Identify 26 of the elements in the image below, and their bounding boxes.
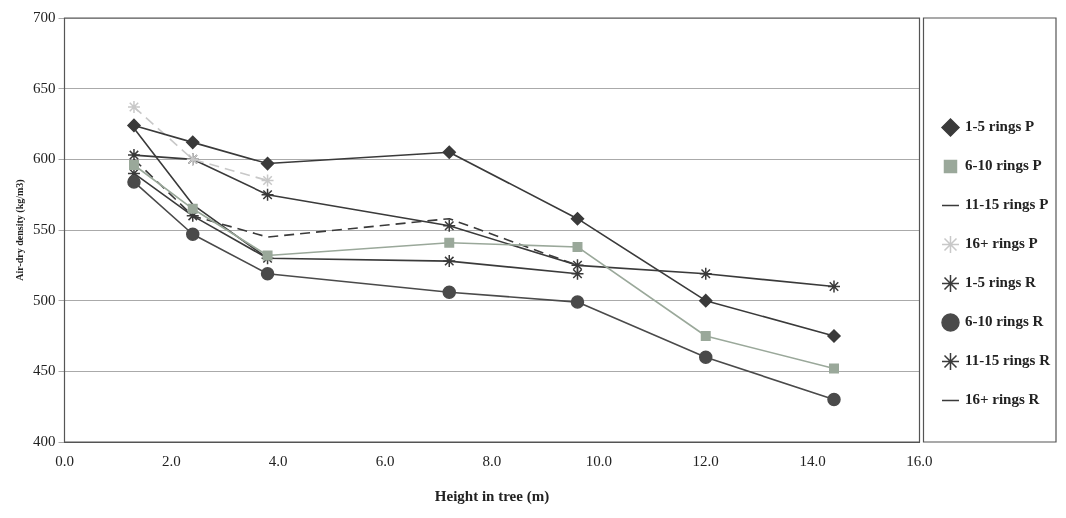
legend-label: 11-15 rings P — [965, 196, 1049, 213]
y-tick-label: 600 — [33, 150, 56, 167]
legend-label: 16+ rings R — [965, 391, 1040, 408]
y-tick-label: 450 — [33, 362, 56, 379]
x-tick-label: 8.0 — [482, 452, 502, 469]
x-tick-label: 12.0 — [692, 452, 719, 469]
x-tick-label: 6.0 — [375, 452, 395, 469]
legend-label: 6-10 rings P — [965, 157, 1042, 174]
legend-label: 11-15 rings R — [965, 352, 1051, 369]
x-axis-title: Height in tree (m) — [434, 487, 550, 505]
x-tick-label: 2.0 — [162, 452, 181, 469]
y-tick-label: 700 — [33, 8, 56, 25]
x-tick-label: 4.0 — [268, 452, 288, 469]
x-tick-label: 0.0 — [55, 452, 74, 469]
y-tick-label: 650 — [33, 79, 56, 96]
y-tick-label: 550 — [33, 220, 56, 237]
y-axis-title: Air-dry density (kg/m3) — [13, 179, 26, 281]
legend-label: 6-10 rings R — [965, 313, 1044, 330]
legend-label: 1-5 rings R — [965, 274, 1036, 291]
y-tick-label: 500 — [33, 291, 56, 308]
y-tick-label: 400 — [33, 432, 56, 449]
legend-label: 1-5 rings P — [965, 118, 1035, 135]
legend-label: 16+ rings P — [965, 235, 1038, 252]
x-tick-label: 14.0 — [799, 452, 826, 469]
x-tick-label: 10.0 — [585, 452, 612, 469]
x-tick-label: 16.0 — [906, 452, 933, 469]
